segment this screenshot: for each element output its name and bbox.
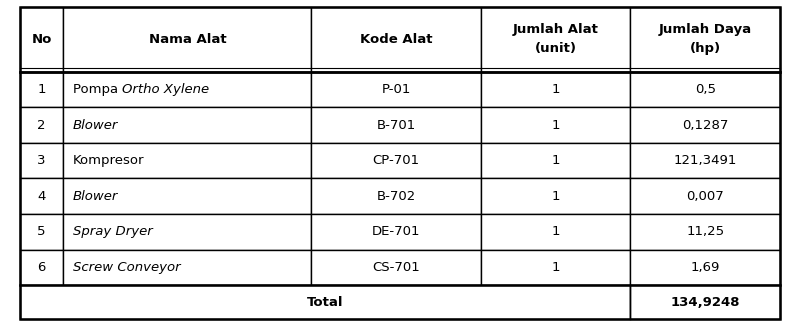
- Bar: [20, 285, 630, 319]
- Text: Screw Conveyor: Screw Conveyor: [73, 261, 181, 274]
- Bar: [630, 285, 780, 319]
- Bar: [481, 7, 630, 72]
- Text: 1: 1: [551, 83, 560, 96]
- Bar: [630, 107, 780, 143]
- Text: 11,25: 11,25: [686, 225, 724, 238]
- Text: 5: 5: [38, 225, 46, 238]
- Text: 0,5: 0,5: [694, 83, 716, 96]
- Text: 1,69: 1,69: [690, 261, 720, 274]
- Text: Jumlah Alat: Jumlah Alat: [513, 23, 598, 37]
- Text: 134,9248: 134,9248: [670, 296, 740, 309]
- Bar: [630, 179, 780, 214]
- Bar: [311, 107, 481, 143]
- Bar: [63, 214, 311, 250]
- Text: B-702: B-702: [377, 190, 416, 203]
- Bar: [20, 250, 63, 285]
- Text: 1: 1: [551, 154, 560, 167]
- Text: 2: 2: [38, 119, 46, 132]
- Text: No: No: [31, 33, 52, 46]
- Text: 121,3491: 121,3491: [674, 154, 737, 167]
- Text: 3: 3: [38, 154, 46, 167]
- Bar: [63, 179, 311, 214]
- Text: DE-701: DE-701: [372, 225, 420, 238]
- Text: Nama Alat: Nama Alat: [149, 33, 226, 46]
- Text: Kompresor: Kompresor: [73, 154, 145, 167]
- Text: Total: Total: [307, 296, 343, 309]
- Text: 0,007: 0,007: [686, 190, 724, 203]
- Bar: [481, 250, 630, 285]
- Bar: [63, 107, 311, 143]
- Bar: [311, 143, 481, 178]
- Bar: [630, 143, 780, 178]
- Bar: [311, 72, 481, 107]
- Text: (unit): (unit): [534, 42, 577, 55]
- Bar: [311, 7, 481, 72]
- Bar: [20, 72, 63, 107]
- Text: 1: 1: [551, 119, 560, 132]
- Text: 1: 1: [38, 83, 46, 96]
- Text: Blower: Blower: [73, 190, 118, 203]
- Bar: [20, 143, 63, 178]
- Text: 1: 1: [551, 190, 560, 203]
- Text: Kode Alat: Kode Alat: [360, 33, 432, 46]
- Bar: [20, 214, 63, 250]
- Bar: [481, 214, 630, 250]
- Text: 6: 6: [38, 261, 46, 274]
- Bar: [481, 179, 630, 214]
- Text: P-01: P-01: [382, 83, 410, 96]
- Bar: [311, 179, 481, 214]
- Text: CS-701: CS-701: [372, 261, 420, 274]
- Text: Ortho Xylene: Ortho Xylene: [122, 83, 210, 96]
- Bar: [630, 72, 780, 107]
- Bar: [311, 214, 481, 250]
- Text: Spray Dryer: Spray Dryer: [73, 225, 153, 238]
- Text: 1: 1: [551, 261, 560, 274]
- Text: Blower: Blower: [73, 119, 118, 132]
- Bar: [20, 179, 63, 214]
- Bar: [63, 143, 311, 178]
- Text: CP-701: CP-701: [373, 154, 420, 167]
- Bar: [63, 250, 311, 285]
- Text: 0,1287: 0,1287: [682, 119, 728, 132]
- Bar: [630, 250, 780, 285]
- Text: Pompa: Pompa: [73, 83, 122, 96]
- Bar: [311, 250, 481, 285]
- Bar: [630, 214, 780, 250]
- Bar: [481, 107, 630, 143]
- Bar: [481, 72, 630, 107]
- Bar: [20, 7, 63, 72]
- Text: 1: 1: [551, 225, 560, 238]
- Bar: [481, 143, 630, 178]
- Bar: [20, 107, 63, 143]
- Text: (hp): (hp): [690, 42, 721, 55]
- Text: 4: 4: [38, 190, 46, 203]
- Bar: [630, 7, 780, 72]
- Text: Jumlah Daya: Jumlah Daya: [658, 23, 752, 37]
- Bar: [63, 72, 311, 107]
- Bar: [63, 7, 311, 72]
- Text: B-701: B-701: [377, 119, 416, 132]
